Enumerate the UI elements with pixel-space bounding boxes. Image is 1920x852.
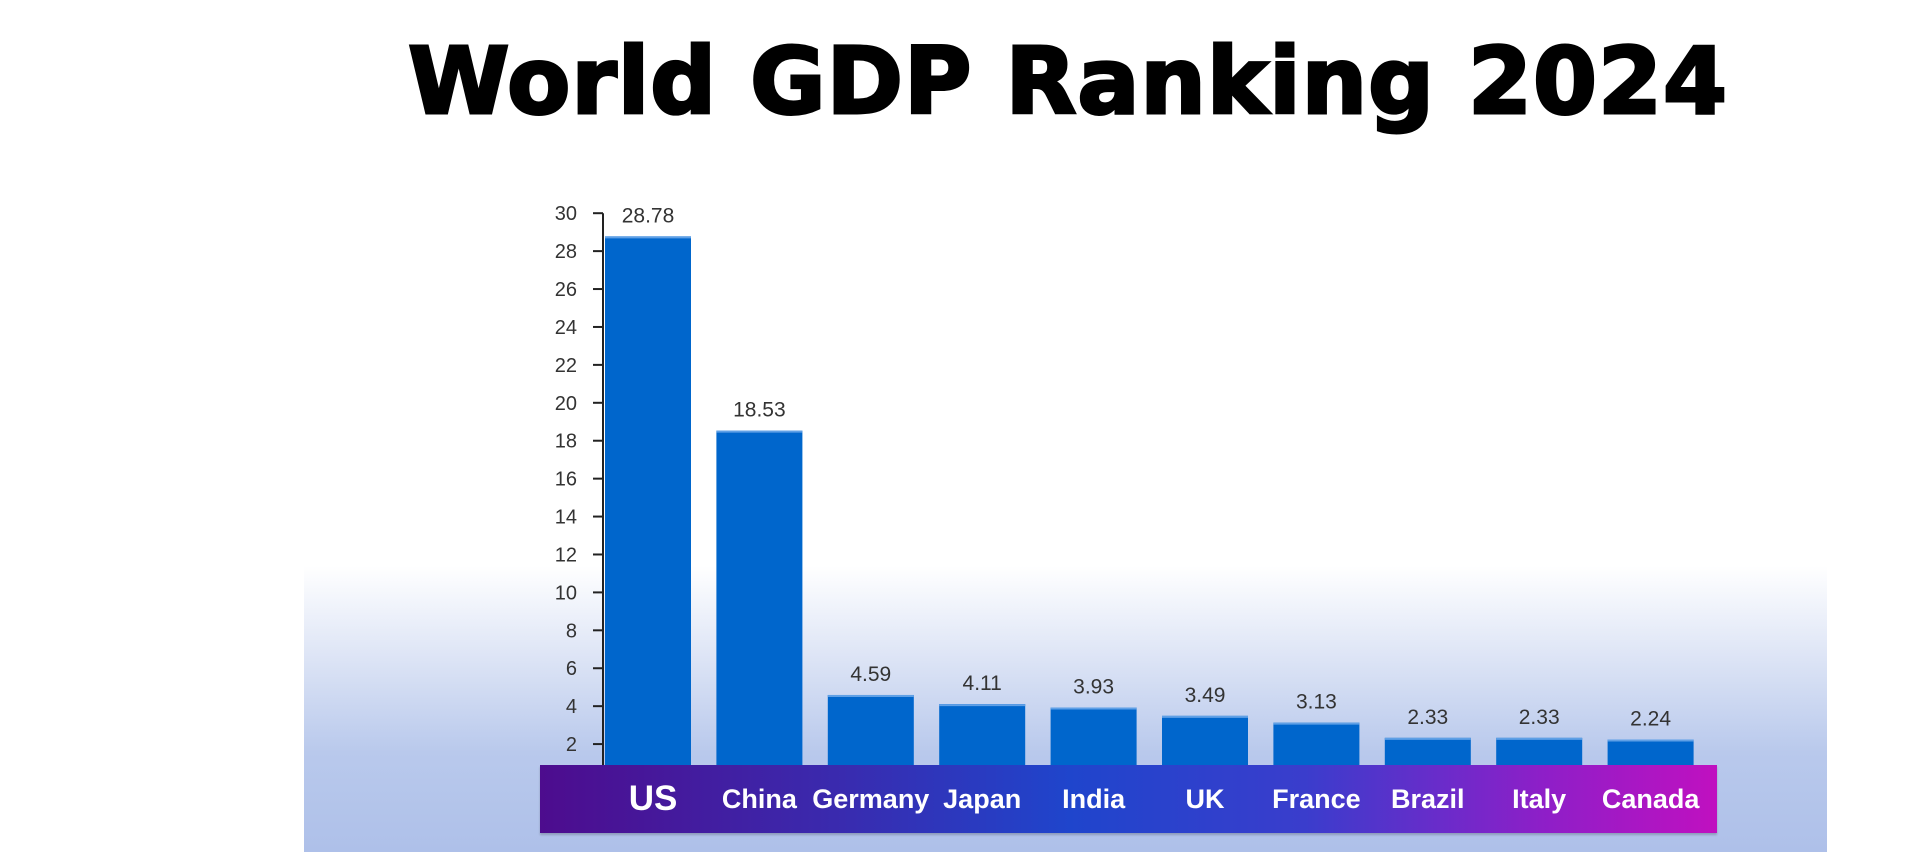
value-label: 2.33 bbox=[1519, 706, 1560, 729]
y-tick-label: 2 bbox=[566, 734, 577, 756]
value-label: 3.49 bbox=[1185, 684, 1226, 707]
category-label: Japan bbox=[943, 784, 1022, 814]
y-tick-label: 18 bbox=[555, 431, 577, 453]
value-label: 4.59 bbox=[850, 663, 891, 686]
category-label-band: US China Germany Japan India UK France Brazil It… bbox=[540, 765, 1717, 833]
y-tick-label: 20 bbox=[555, 393, 577, 415]
y-tick-label: 10 bbox=[555, 582, 577, 604]
value-label: 28.78 bbox=[622, 204, 675, 227]
category-label: China bbox=[721, 784, 797, 814]
chart-title: World GDP Ranking 2024 bbox=[406, 27, 1729, 137]
bar-us bbox=[605, 236, 691, 783]
y-tick-label: 8 bbox=[566, 620, 577, 642]
category-label: Brazil bbox=[1391, 784, 1465, 814]
y-tick-label: 24 bbox=[555, 317, 577, 339]
y-tick-label: 14 bbox=[555, 507, 577, 529]
y-tick-label: 12 bbox=[555, 544, 577, 566]
value-label: 4.11 bbox=[963, 672, 1002, 695]
y-tick-label: 30 bbox=[555, 203, 577, 225]
y-tick-label: 26 bbox=[555, 279, 577, 301]
bar-china bbox=[716, 430, 803, 782]
category-label: France bbox=[1272, 784, 1361, 814]
value-label: 2.24 bbox=[1630, 708, 1671, 731]
value-label: 3.93 bbox=[1073, 675, 1114, 698]
value-label: 18.53 bbox=[733, 399, 786, 422]
y-tick-label: 28 bbox=[555, 241, 577, 263]
value-label: 2.33 bbox=[1407, 706, 1448, 729]
y-tick-label: 6 bbox=[566, 658, 577, 680]
y-tick-label: 16 bbox=[555, 469, 577, 491]
category-label: Germany bbox=[812, 784, 930, 814]
category-label: UK bbox=[1185, 784, 1225, 814]
category-label: US bbox=[628, 779, 678, 818]
y-tick-label: 4 bbox=[566, 696, 577, 718]
y-tick-label: 22 bbox=[555, 355, 577, 377]
category-label: Italy bbox=[1512, 784, 1567, 814]
category-label: Canada bbox=[1601, 784, 1700, 814]
value-label: 3.13 bbox=[1296, 691, 1337, 714]
category-label: India bbox=[1062, 784, 1126, 814]
